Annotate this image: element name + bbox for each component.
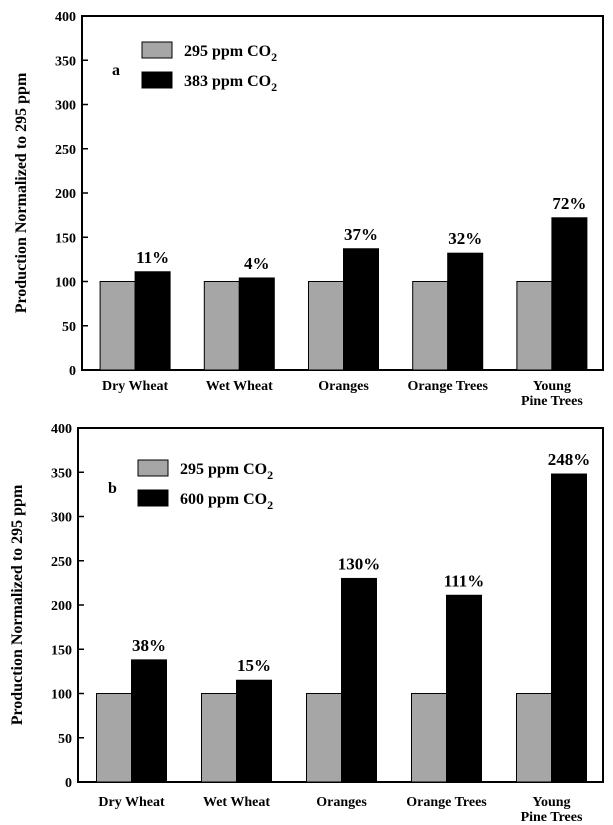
legend-swatch bbox=[137, 489, 169, 507]
y-tick-label: 200 bbox=[55, 187, 76, 202]
legend-swatch bbox=[141, 71, 173, 89]
y-tick-label: 250 bbox=[51, 555, 72, 570]
category-label: Dry Wheat bbox=[98, 795, 165, 810]
chart-panel-a: 0 50 100 150 200 250 300 350 400 Production Norma… bbox=[13, 10, 604, 409]
percent-label: 72% bbox=[552, 194, 586, 213]
legend-entry: 295 ppm CO2 bbox=[180, 461, 273, 482]
y-tick-label: 400 bbox=[55, 10, 76, 25]
percent-label: 130% bbox=[338, 554, 381, 573]
y-tick-label: 50 bbox=[62, 320, 76, 335]
category-label: Wet Wheat bbox=[203, 795, 270, 810]
y-axis-label: Production Normalized to 295 ppm bbox=[9, 484, 26, 725]
bar-elevated bbox=[343, 248, 379, 371]
legend-entry: 600 ppm CO2 bbox=[180, 491, 273, 512]
chart-panel-b: 0 50 100 150 200 250 300 350 400 Production Norma… bbox=[9, 422, 604, 825]
bar-elevated bbox=[447, 252, 484, 371]
percent-label: 11% bbox=[136, 248, 169, 267]
category-label: Oranges bbox=[316, 795, 367, 810]
legend-entry-subscript: 2 bbox=[267, 468, 273, 482]
y-tick-label: 350 bbox=[55, 54, 76, 69]
y-tick-label: 100 bbox=[51, 688, 72, 703]
y-tick-label: 300 bbox=[51, 511, 72, 526]
bar-baseline bbox=[516, 693, 552, 783]
bar-baseline bbox=[99, 281, 136, 371]
legend-swatch bbox=[137, 459, 169, 477]
y-tick-label: 0 bbox=[69, 364, 76, 379]
bar-elevated bbox=[341, 577, 377, 783]
y-tick-label: 350 bbox=[51, 466, 72, 481]
bar-elevated bbox=[238, 277, 275, 371]
bar-baseline bbox=[411, 693, 447, 783]
percent-label: 111% bbox=[444, 571, 485, 590]
legend-entry-name: 600 ppm CO bbox=[180, 491, 267, 508]
category-label: Pine Trees bbox=[521, 810, 583, 825]
legend-entry-name: 295 ppm CO bbox=[184, 43, 271, 60]
bar-baseline bbox=[96, 693, 132, 783]
category-label: Oranges bbox=[318, 379, 369, 394]
y-tick-label: 250 bbox=[55, 143, 76, 158]
legend-entry-subscript: 2 bbox=[271, 50, 277, 64]
panel-letter: a bbox=[112, 62, 120, 79]
bar-elevated bbox=[236, 679, 272, 783]
category-label: Orange Trees bbox=[407, 379, 488, 394]
legend-entry: 383 ppm CO2 bbox=[184, 73, 277, 94]
percent-label: 38% bbox=[132, 636, 166, 655]
legend-swatch bbox=[141, 41, 173, 59]
bar-baseline bbox=[203, 281, 240, 371]
category-label: Wet Wheat bbox=[206, 379, 273, 394]
category-label: Dry Wheat bbox=[102, 379, 169, 394]
y-tick-label: 150 bbox=[55, 231, 76, 246]
bar-baseline bbox=[306, 693, 342, 783]
percent-label: 32% bbox=[448, 229, 482, 248]
bar-baseline bbox=[412, 281, 449, 371]
bar-elevated bbox=[134, 271, 171, 371]
y-tick-label: 100 bbox=[55, 276, 76, 291]
y-tick-label: 200 bbox=[51, 599, 72, 614]
y-tick-label: 0 bbox=[65, 776, 72, 791]
legend-entry: 295 ppm CO2 bbox=[184, 43, 277, 64]
bar-elevated bbox=[551, 217, 588, 371]
panel-letter: b bbox=[108, 480, 117, 497]
y-axis-label: Production Normalized to 295 ppm bbox=[13, 72, 30, 313]
y-tick-label: 300 bbox=[55, 99, 76, 114]
legend-entry-name: 383 ppm CO bbox=[184, 73, 271, 90]
bar-baseline bbox=[308, 281, 344, 371]
percent-label: 248% bbox=[548, 450, 591, 469]
legend-entry-subscript: 2 bbox=[271, 80, 277, 94]
y-tick-label: 150 bbox=[51, 643, 72, 658]
bar-elevated bbox=[131, 659, 167, 783]
y-tick-label: 400 bbox=[51, 422, 72, 437]
percent-label: 37% bbox=[344, 225, 378, 244]
percent-label: 4% bbox=[244, 254, 270, 273]
bar-baseline bbox=[201, 693, 237, 783]
bar-elevated bbox=[446, 594, 482, 783]
category-label: Young bbox=[532, 795, 570, 810]
bar-elevated bbox=[551, 473, 587, 783]
percent-label: 15% bbox=[237, 656, 271, 675]
category-label: Young bbox=[533, 379, 571, 394]
category-label: Orange Trees bbox=[406, 795, 487, 810]
category-label: Pine Trees bbox=[521, 394, 583, 409]
bar-baseline bbox=[516, 281, 553, 371]
y-tick-label: 50 bbox=[58, 732, 72, 747]
legend-entry-name: 295 ppm CO bbox=[180, 461, 267, 478]
legend-entry-subscript: 2 bbox=[267, 498, 273, 512]
